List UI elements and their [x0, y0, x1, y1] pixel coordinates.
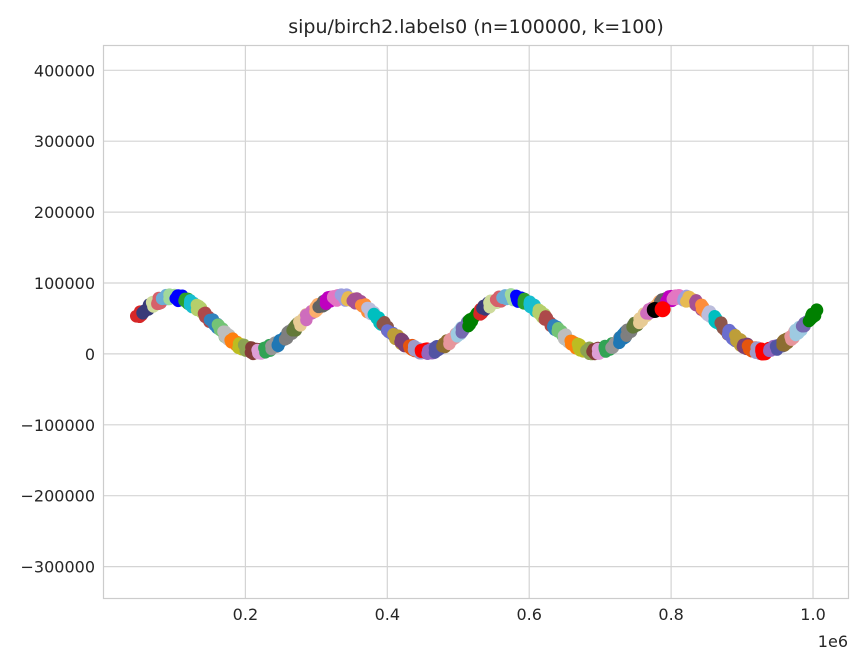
cluster-points — [129, 288, 824, 361]
chart-title: sipu/birch2.labels0 (n=100000, k=100) — [288, 16, 664, 38]
y-tick-label: 300000 — [34, 132, 95, 151]
x-tick-label: 0.4 — [375, 605, 400, 624]
y-tick-labels: −300000 −200000 −100000 0 100000 200000 300000… — [21, 61, 95, 576]
y-tick-label: 400000 — [34, 61, 95, 80]
y-tick-label: −200000 — [21, 487, 95, 506]
centroid-point — [654, 301, 671, 318]
y-tick-label: −100000 — [21, 416, 95, 435]
centroid-points — [646, 301, 671, 318]
x-tick-label: 0.2 — [233, 605, 258, 624]
plot-frame — [102, 44, 850, 600]
x-tick-label: 1.0 — [800, 605, 825, 624]
x-offset-label: 1e6 — [818, 632, 848, 651]
cluster-point — [367, 307, 381, 321]
x-tick-label: 0.6 — [516, 605, 541, 624]
x-tick-label: 0.8 — [658, 605, 683, 624]
y-tick-label: 0 — [85, 345, 95, 364]
y-tick-label: −300000 — [21, 558, 95, 577]
y-tick-label: 200000 — [34, 203, 95, 222]
x-tick-labels: 0.2 0.4 0.6 0.8 1.0 — [233, 605, 826, 624]
cluster-point — [810, 304, 824, 317]
y-tick-label: 100000 — [34, 274, 95, 293]
cluster-point — [571, 337, 585, 350]
